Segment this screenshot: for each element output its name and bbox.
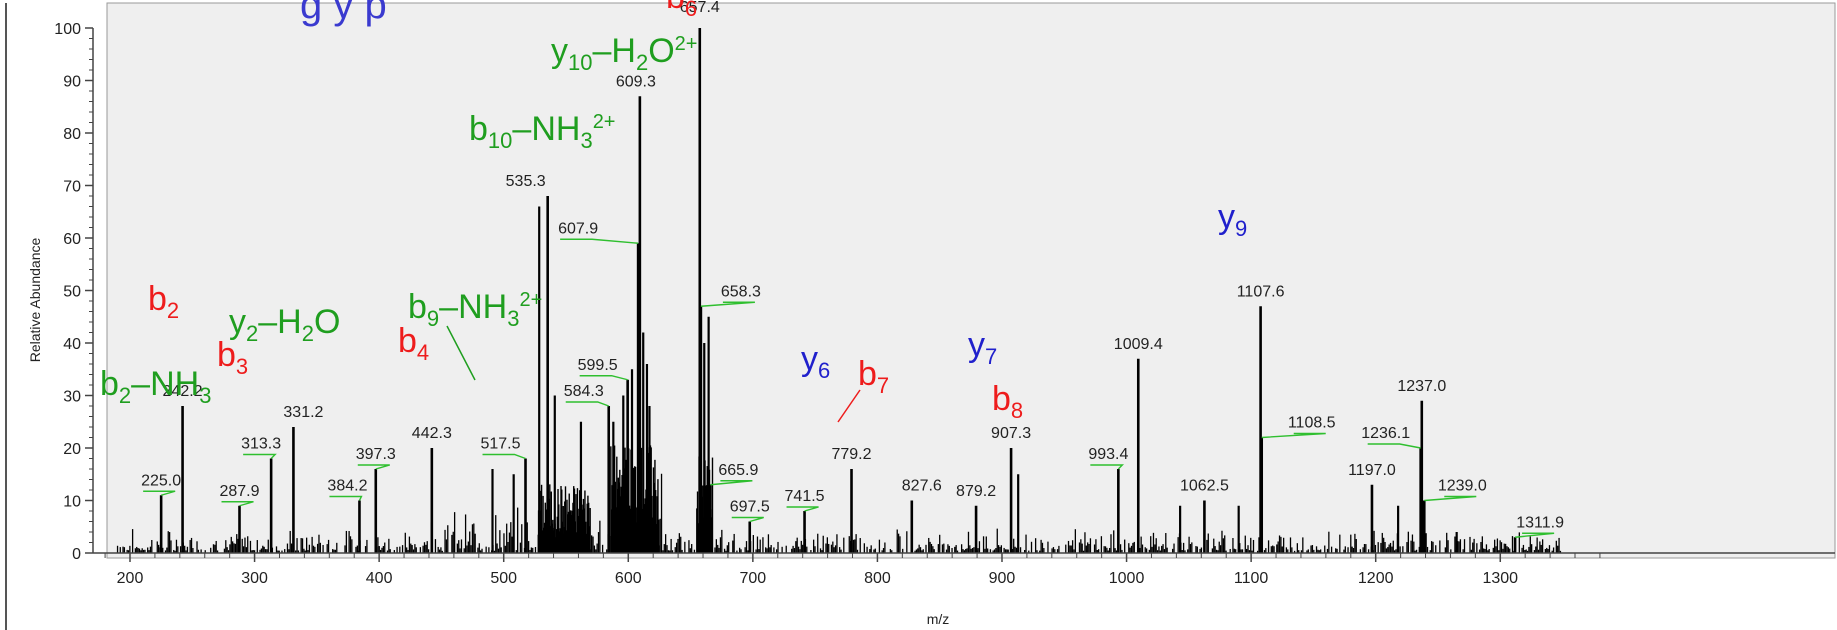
x-tick-label: 500: [490, 570, 517, 587]
peak-mz-label: 697.5: [730, 499, 770, 516]
x-tick-label: 300: [241, 570, 268, 587]
y-tick-label: 100: [54, 21, 81, 38]
ion-annotation-b7: b7: [858, 355, 889, 398]
x-tick-label: 700: [739, 570, 766, 587]
x-axis-label: m/z: [927, 611, 950, 627]
x-tick-label: 1000: [1109, 570, 1145, 587]
y-tick-label: 20: [63, 441, 81, 458]
x-tick-label: 800: [864, 570, 891, 587]
peak-mz-label: 384.2: [327, 478, 367, 495]
y-tick-label: 30: [63, 389, 81, 406]
y-tick-label: 80: [63, 126, 81, 143]
fragment-ion-annotations: b2 b3 b4 b6 b7 b8 y6 y7 y9 b2–NH3 y2–H2O b9–NH32+ b1…: [100, 0, 1247, 423]
peak-mz-label: 535.3: [506, 173, 546, 190]
peak-mz-label: 225.0: [141, 472, 181, 489]
ion-annotation-b2: b2: [148, 280, 179, 323]
label-leader-line: [579, 375, 628, 381]
y-tick-label: 70: [63, 179, 81, 196]
y-axis-label: Relative Abundance: [27, 238, 43, 363]
peak-mz-label: 665.9: [718, 462, 758, 479]
y-tick-label: 50: [63, 284, 81, 301]
peak-mz-label: 1236.1: [1361, 425, 1410, 442]
peak-mz-label: 993.4: [1088, 446, 1128, 463]
peak-mz-label: 907.3: [991, 425, 1031, 442]
label-leader-line: [482, 453, 526, 460]
peak-mz-label: 1197.0: [1348, 462, 1396, 479]
plot-area: [106, 2, 1836, 559]
ion-annotation-b3: b3: [217, 336, 248, 379]
x-tick-label: 400: [366, 570, 393, 587]
label-leader-line: [710, 480, 753, 486]
peak-mz-label: 1108.5: [1288, 415, 1336, 432]
peak-mz-label: 1311.9: [1516, 514, 1564, 531]
peak-mz-label: 779.2: [831, 446, 871, 463]
label-leader-line: [560, 238, 639, 244]
peak-mz-label: 397.3: [356, 446, 396, 463]
ion-annotation-b8: b8: [992, 380, 1023, 423]
peak-mz-label: 658.3: [721, 283, 761, 300]
label-leader-line: [243, 453, 277, 459]
peak-mz-label: 599.5: [578, 357, 618, 374]
label-leader-line: [143, 490, 176, 496]
ion-annotation-y10-H2O-2+: y10–H2O2+: [551, 32, 697, 75]
peak-mz-label: 741.5: [785, 488, 825, 505]
axes: 0 10 20 30 40 50 60 70 80 90 100 200 300 400 500 600 700…: [54, 21, 1835, 587]
x-tick-label: 1100: [1234, 570, 1269, 587]
x-tick-label: 1300: [1482, 570, 1518, 587]
x-tick-label: 200: [117, 570, 144, 587]
peak-mz-label: 879.2: [956, 483, 996, 500]
y-tick-label: 40: [63, 336, 81, 353]
peak-mz-label: 1239.0: [1438, 478, 1487, 495]
cut-off-title-fragment: g y p: [300, 0, 387, 27]
ion-annotation-y7: y7: [968, 326, 997, 369]
label-leader-line: [329, 495, 363, 501]
label-leader-line: [1424, 495, 1477, 502]
peak-mz-label: 607.9: [558, 220, 598, 237]
peak-mz-label: 1062.5: [1180, 478, 1229, 495]
ion-annotation-y2-H2O: y2–H2O: [229, 303, 340, 346]
label-leader-line: [700, 301, 755, 307]
peak-mz-label: 287.9: [219, 483, 259, 500]
peak-mz-label: 584.3: [564, 383, 604, 400]
peak-mz-label: 331.2: [283, 404, 323, 421]
peak-mz-label: 517.5: [480, 436, 520, 453]
label-leader-line: [565, 401, 609, 407]
ion-annotation-b4: b4: [398, 322, 429, 365]
ion-annotation-y9: y9: [1218, 198, 1247, 241]
peak-mz-label: 657.4: [680, 0, 720, 16]
y-tick-label: 0: [72, 546, 81, 563]
label-leader-line: [1367, 443, 1421, 449]
label-leader-line: [1090, 464, 1125, 470]
peak-mz-label: 1237.0: [1397, 378, 1446, 395]
label-leader-line: [1261, 432, 1326, 439]
ion-annotation-b9-NH3-2+: b9–NH32+: [408, 288, 542, 331]
y-tick-label: 90: [63, 74, 81, 91]
y-tick-label: 10: [63, 494, 81, 511]
peak-mz-label: 242.2: [163, 383, 203, 400]
ion-annotation-b6: b6: [666, 0, 697, 21]
ion-annotation-b2-NH3: b2–NH3: [100, 365, 211, 408]
y-tick-label: 60: [63, 231, 81, 248]
peak-mz-label: 442.3: [412, 425, 452, 442]
annotation-leader-line: [837, 389, 861, 423]
peak-mz-label: 609.3: [616, 73, 656, 90]
x-tick-label: 900: [989, 570, 1016, 587]
peak-mz-label: 827.6: [902, 478, 942, 495]
label-leader-line: [1515, 532, 1555, 538]
x-tick-label: 600: [615, 570, 642, 587]
peak-leader-lines: [143, 238, 1555, 538]
label-leader-line: [221, 501, 254, 507]
peak-mz-label: 1107.6: [1237, 283, 1285, 300]
ion-annotation-b10-NH3-2+: b10–NH32+: [469, 110, 616, 153]
peak-mz-label: 313.3: [241, 436, 281, 453]
label-leader-line: [357, 464, 390, 470]
peak-mz-label: 1009.4: [1114, 336, 1163, 353]
x-tick-label: 1200: [1358, 570, 1394, 587]
annotation-leader-line: [446, 325, 476, 381]
ion-annotation-y6: y6: [801, 340, 830, 383]
label-leader-line: [731, 516, 764, 523]
label-leader-line: [786, 506, 819, 512]
